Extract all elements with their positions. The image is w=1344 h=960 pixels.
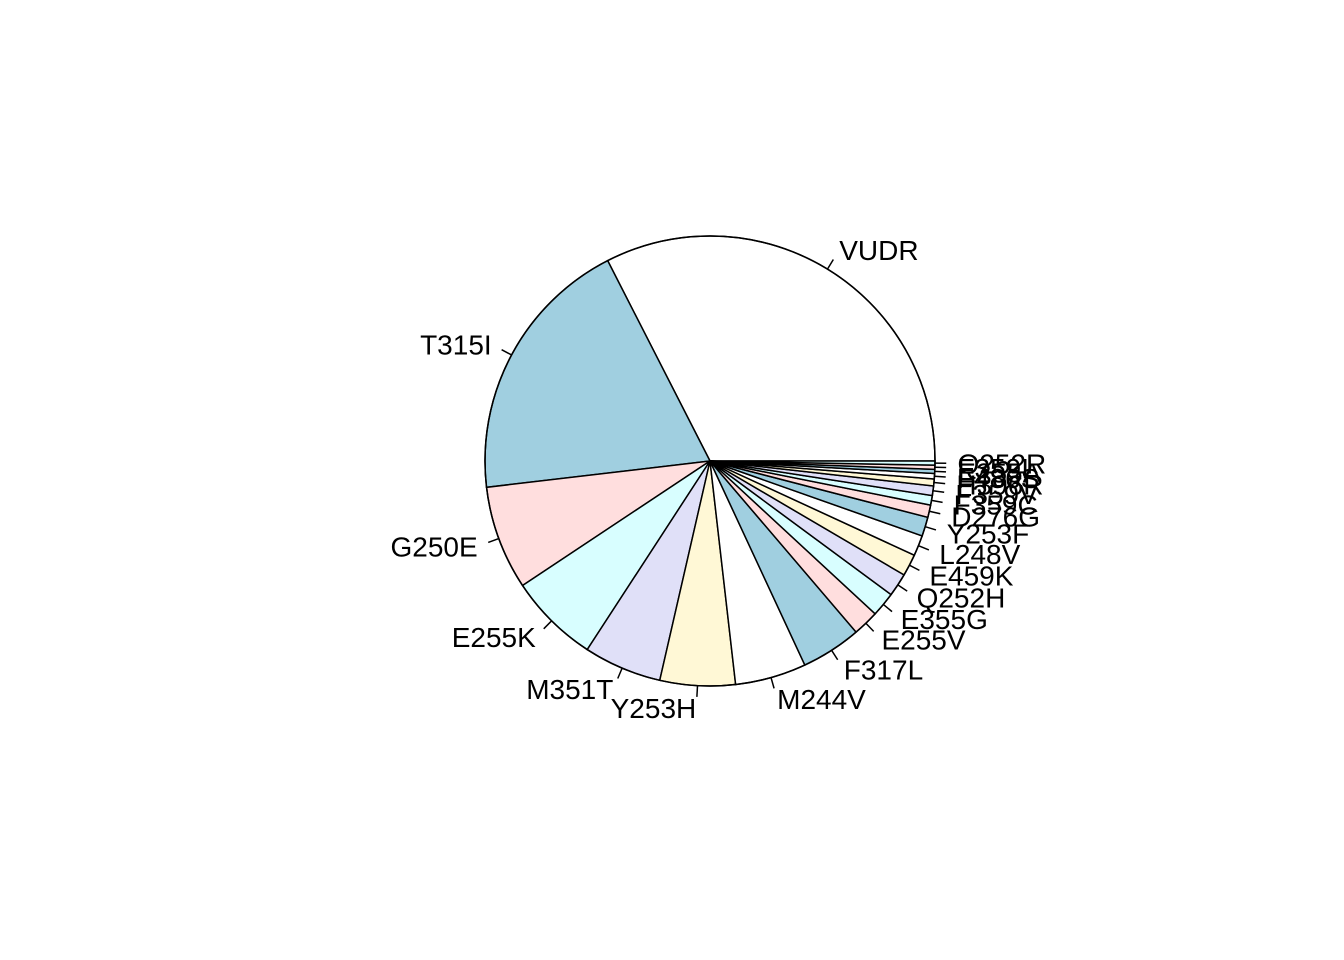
slice-label-f359c: F359C xyxy=(954,489,1038,520)
label-tick-q252h xyxy=(897,584,908,592)
pie-slices xyxy=(484,235,936,687)
slice-label-h396r: H396R xyxy=(956,470,1043,501)
pie-border xyxy=(484,235,936,687)
label-tick-e255v xyxy=(865,622,875,632)
label-tick-t315i xyxy=(501,349,512,356)
label-tick-h396r xyxy=(933,481,946,485)
slice-label-f317l: F317L xyxy=(844,654,923,685)
label-tick-f359v xyxy=(932,490,945,494)
slice-label-m351t: M351T xyxy=(526,674,613,705)
slice-label-d276g: D276G xyxy=(951,501,1040,532)
slice-label-vudr: VUDR xyxy=(839,235,918,266)
label-tick-d276g xyxy=(929,510,941,515)
pie-outline xyxy=(484,235,936,687)
label-tick-f317l xyxy=(830,649,839,661)
label-tick-m244v xyxy=(770,677,775,689)
slice-label-g250e: G250E xyxy=(390,531,477,562)
slice-label-f359i: F359I xyxy=(957,453,1029,484)
label-tick-vudr xyxy=(826,259,834,270)
slice-label-y253f: Y253F xyxy=(947,518,1030,549)
slice-label-t315i: T315I xyxy=(420,329,492,360)
slice-label-m244v: M244V xyxy=(777,684,866,715)
slice-label-q252r: Q252R xyxy=(957,448,1046,479)
label-tick-y253h xyxy=(696,685,699,697)
label-tick-y253f xyxy=(924,525,937,531)
label-tick-e255k xyxy=(543,620,553,630)
label-tick-l248v xyxy=(918,544,930,551)
slice-label-e459k: E459K xyxy=(929,561,1013,592)
label-tick-e459k xyxy=(909,564,920,572)
label-tick-f486s xyxy=(934,475,946,478)
slice-label-f359v: F359V xyxy=(955,479,1038,510)
slice-label-f486s: F486S xyxy=(957,463,1039,494)
label-tick-e355g xyxy=(882,603,893,613)
slice-label-e255k: E255K xyxy=(452,622,536,653)
label-ticks xyxy=(487,259,947,697)
slice-label-q252h: Q252H xyxy=(917,582,1006,613)
slice-label-l248v: L248V xyxy=(939,539,1020,570)
label-tick-e255a xyxy=(934,470,947,473)
slice-label-e355g: E355G xyxy=(901,604,988,635)
slice-label-e255v: E255V xyxy=(881,624,965,655)
slice-label-e255a: E255A xyxy=(957,457,1041,488)
label-tick-g250e xyxy=(487,537,500,544)
label-tick-m351t xyxy=(617,667,623,679)
slice-label-y253h: Y253H xyxy=(611,693,697,724)
label-tick-f359c xyxy=(931,499,943,504)
